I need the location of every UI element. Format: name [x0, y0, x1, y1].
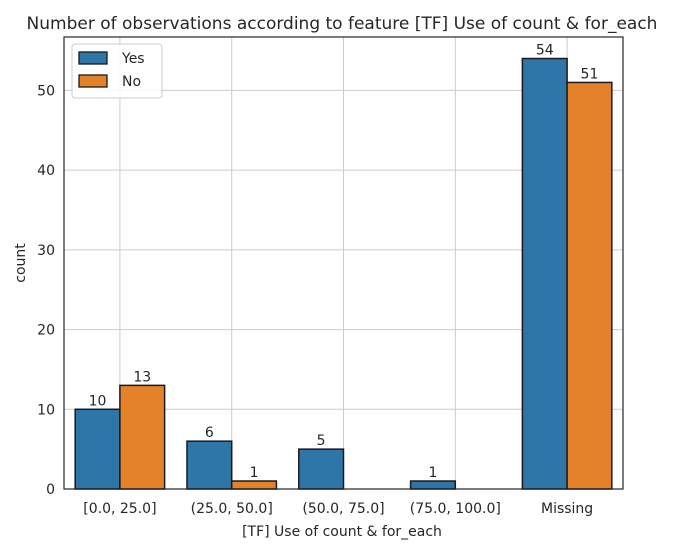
y-tick-label: 0 — [46, 482, 55, 498]
chart-title: Number of observations according to feat… — [27, 14, 658, 34]
y-tick-labels: 0 10 20 30 40 50 — [37, 83, 55, 498]
bar-yes — [298, 448, 345, 490]
legend-swatch-yes — [78, 51, 108, 65]
bar-value-label: 13 — [133, 369, 151, 385]
bar-value-label: 5 — [317, 433, 326, 449]
bar-no — [566, 81, 613, 490]
x-tick-label: Missing — [541, 501, 593, 517]
y-tick-label: 40 — [37, 163, 55, 179]
legend-swatch-no — [78, 74, 108, 88]
bar-value-label: 1 — [428, 465, 437, 481]
x-tick-label: (75.0, 100.0] — [410, 501, 501, 517]
legend-label-no: No — [122, 74, 141, 90]
x-tick-label: [0.0, 25.0] — [83, 501, 156, 517]
y-tick-label: 50 — [37, 83, 55, 99]
bars — [74, 57, 613, 490]
x-axis-label: [TF] Use of count & for_each — [242, 524, 442, 540]
bar-value-label: 54 — [536, 43, 554, 59]
legend: Yes No — [71, 43, 163, 99]
bar-yes — [521, 57, 568, 490]
y-axis-label: count — [13, 243, 29, 283]
x-tick-label: (25.0, 50.0] — [191, 501, 273, 517]
x-tick-label: (50.0, 75.0] — [302, 501, 384, 517]
bar-value-label: 6 — [205, 425, 214, 441]
bar-no — [119, 384, 166, 490]
y-tick-label: 30 — [37, 243, 55, 259]
bar-value-label: 10 — [89, 393, 107, 409]
bar-value-label: 1 — [250, 465, 259, 481]
x-tick-labels: [0.0, 25.0] (25.0, 50.0] (50.0, 75.0] (75.0… — [83, 501, 593, 517]
bar-yes — [409, 480, 457, 490]
bar-yes — [74, 408, 121, 490]
bar-value-label: 51 — [581, 66, 599, 82]
y-tick-label: 20 — [37, 323, 55, 339]
plot-frame — [63, 36, 624, 490]
legend-label-yes: Yes — [121, 51, 145, 67]
bar-yes — [186, 440, 233, 490]
bar-no — [230, 480, 278, 490]
y-tick-label: 10 — [37, 402, 55, 418]
